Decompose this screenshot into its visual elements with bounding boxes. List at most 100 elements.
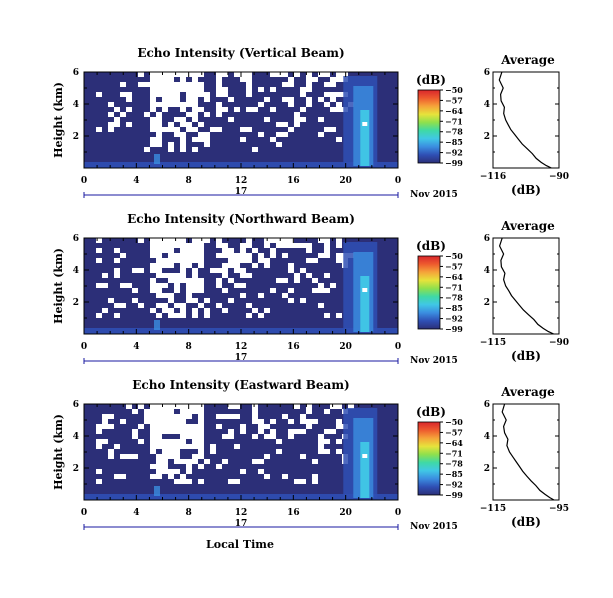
no-echo-cell: [168, 122, 174, 127]
no-echo-cell: [192, 72, 198, 77]
no-echo-cell: [156, 409, 162, 414]
no-echo-cell: [186, 122, 192, 127]
no-echo-cell: [336, 77, 342, 82]
no-echo-cell: [264, 97, 270, 102]
no-echo-cell: [156, 137, 162, 142]
no-echo-cell: [150, 122, 156, 127]
no-echo-cell: [180, 268, 186, 273]
no-echo-cell: [240, 424, 246, 429]
no-echo-cell: [318, 444, 324, 449]
no-echo-cell: [204, 298, 210, 303]
no-echo-cell: [150, 278, 156, 283]
no-echo-cell: [108, 122, 114, 127]
no-echo-cell: [252, 147, 258, 152]
no-echo-cell: [210, 449, 216, 454]
no-echo-cell: [150, 434, 156, 439]
no-echo-cell: [180, 263, 186, 268]
no-echo-cell: [120, 419, 126, 424]
no-echo-cell: [168, 293, 174, 298]
colorbar-tick-label: −64: [445, 272, 463, 282]
no-echo-cell: [186, 444, 192, 449]
no-echo-cell: [324, 409, 330, 414]
no-echo-cell: [162, 97, 168, 102]
y-tick-label: 6: [73, 400, 79, 410]
no-echo-cell: [138, 72, 144, 77]
no-echo-cell: [324, 238, 330, 243]
no-echo-cell: [312, 419, 318, 424]
no-echo-cell: [300, 107, 306, 112]
no-echo-cell: [288, 298, 294, 303]
no-echo-cell: [168, 147, 174, 152]
no-echo-cell: [258, 313, 264, 318]
no-echo-cell: [180, 273, 186, 278]
no-echo-cell: [174, 479, 180, 484]
no-echo-cell: [264, 424, 270, 429]
x-tick-label: 8: [186, 176, 192, 186]
no-echo-cell: [324, 72, 330, 77]
no-echo-cell: [240, 77, 246, 82]
no-echo-cell: [180, 142, 186, 147]
no-echo-cell: [174, 82, 180, 87]
no-echo-cell: [306, 243, 312, 248]
no-echo-cell: [96, 238, 102, 243]
no-echo-cell: [156, 238, 162, 243]
no-echo-cell: [198, 409, 204, 414]
no-echo-cell: [306, 97, 312, 102]
no-echo-cell: [216, 107, 222, 112]
no-echo-cell: [234, 283, 240, 288]
no-echo-cell: [276, 142, 282, 147]
no-echo-cell: [288, 263, 294, 268]
no-echo-cell: [198, 479, 204, 484]
no-echo-cell: [156, 253, 162, 258]
no-echo-cell: [138, 303, 144, 308]
colorbar-unit: (dB): [416, 405, 446, 419]
no-echo-cell: [156, 404, 162, 409]
no-echo-cell: [144, 82, 150, 87]
no-echo-cell: [162, 92, 168, 97]
no-echo-cell: [168, 469, 174, 474]
no-echo-cell: [156, 293, 162, 298]
no-echo-cell: [300, 243, 306, 248]
no-echo-cell: [108, 454, 114, 459]
no-echo-cell: [96, 258, 102, 263]
no-echo-cell: [294, 243, 300, 248]
no-echo-cell: [174, 424, 180, 429]
no-echo-cell: [270, 419, 276, 424]
x-tick-label: 12: [235, 176, 248, 186]
no-echo-cell: [156, 258, 162, 263]
no-echo-cell: [342, 72, 348, 77]
no-echo-cell: [174, 273, 180, 278]
x-tick-label: 0: [81, 176, 87, 186]
no-echo-cell: [168, 87, 174, 92]
no-echo-cell: [300, 87, 306, 92]
no-echo-cell: [222, 72, 228, 77]
no-echo-cell: [270, 288, 276, 293]
no-echo-cell: [216, 424, 222, 429]
colorbar-tick-label: −92: [445, 148, 463, 158]
no-echo-cell: [192, 97, 198, 102]
no-echo-cell: [174, 459, 180, 464]
no-echo-cell: [150, 248, 156, 253]
no-echo-cell: [336, 72, 342, 77]
no-echo-cell: [102, 419, 108, 424]
colorbar-tick-label: −92: [445, 314, 463, 324]
no-echo-cell: [198, 243, 204, 248]
no-echo-cell: [120, 92, 126, 97]
no-echo-cell: [168, 97, 174, 102]
no-echo-cell: [336, 107, 342, 112]
no-echo-cell: [114, 313, 120, 318]
no-echo-cell: [162, 258, 168, 263]
no-echo-cell: [246, 77, 252, 82]
no-echo-cell: [324, 127, 330, 132]
no-echo-cell: [186, 82, 192, 87]
heatmap-title: Echo Intensity (Eastward Beam): [132, 378, 349, 392]
no-echo-cell: [192, 268, 198, 273]
no-echo-cell: [234, 444, 240, 449]
no-echo-cell: [114, 303, 120, 308]
no-echo-cell: [156, 77, 162, 82]
no-echo-cell: [240, 258, 246, 263]
x-tick-label: 16: [287, 342, 300, 352]
no-echo-cell: [216, 82, 222, 87]
no-echo-cell: [198, 288, 204, 293]
no-echo-cell: [150, 117, 156, 122]
